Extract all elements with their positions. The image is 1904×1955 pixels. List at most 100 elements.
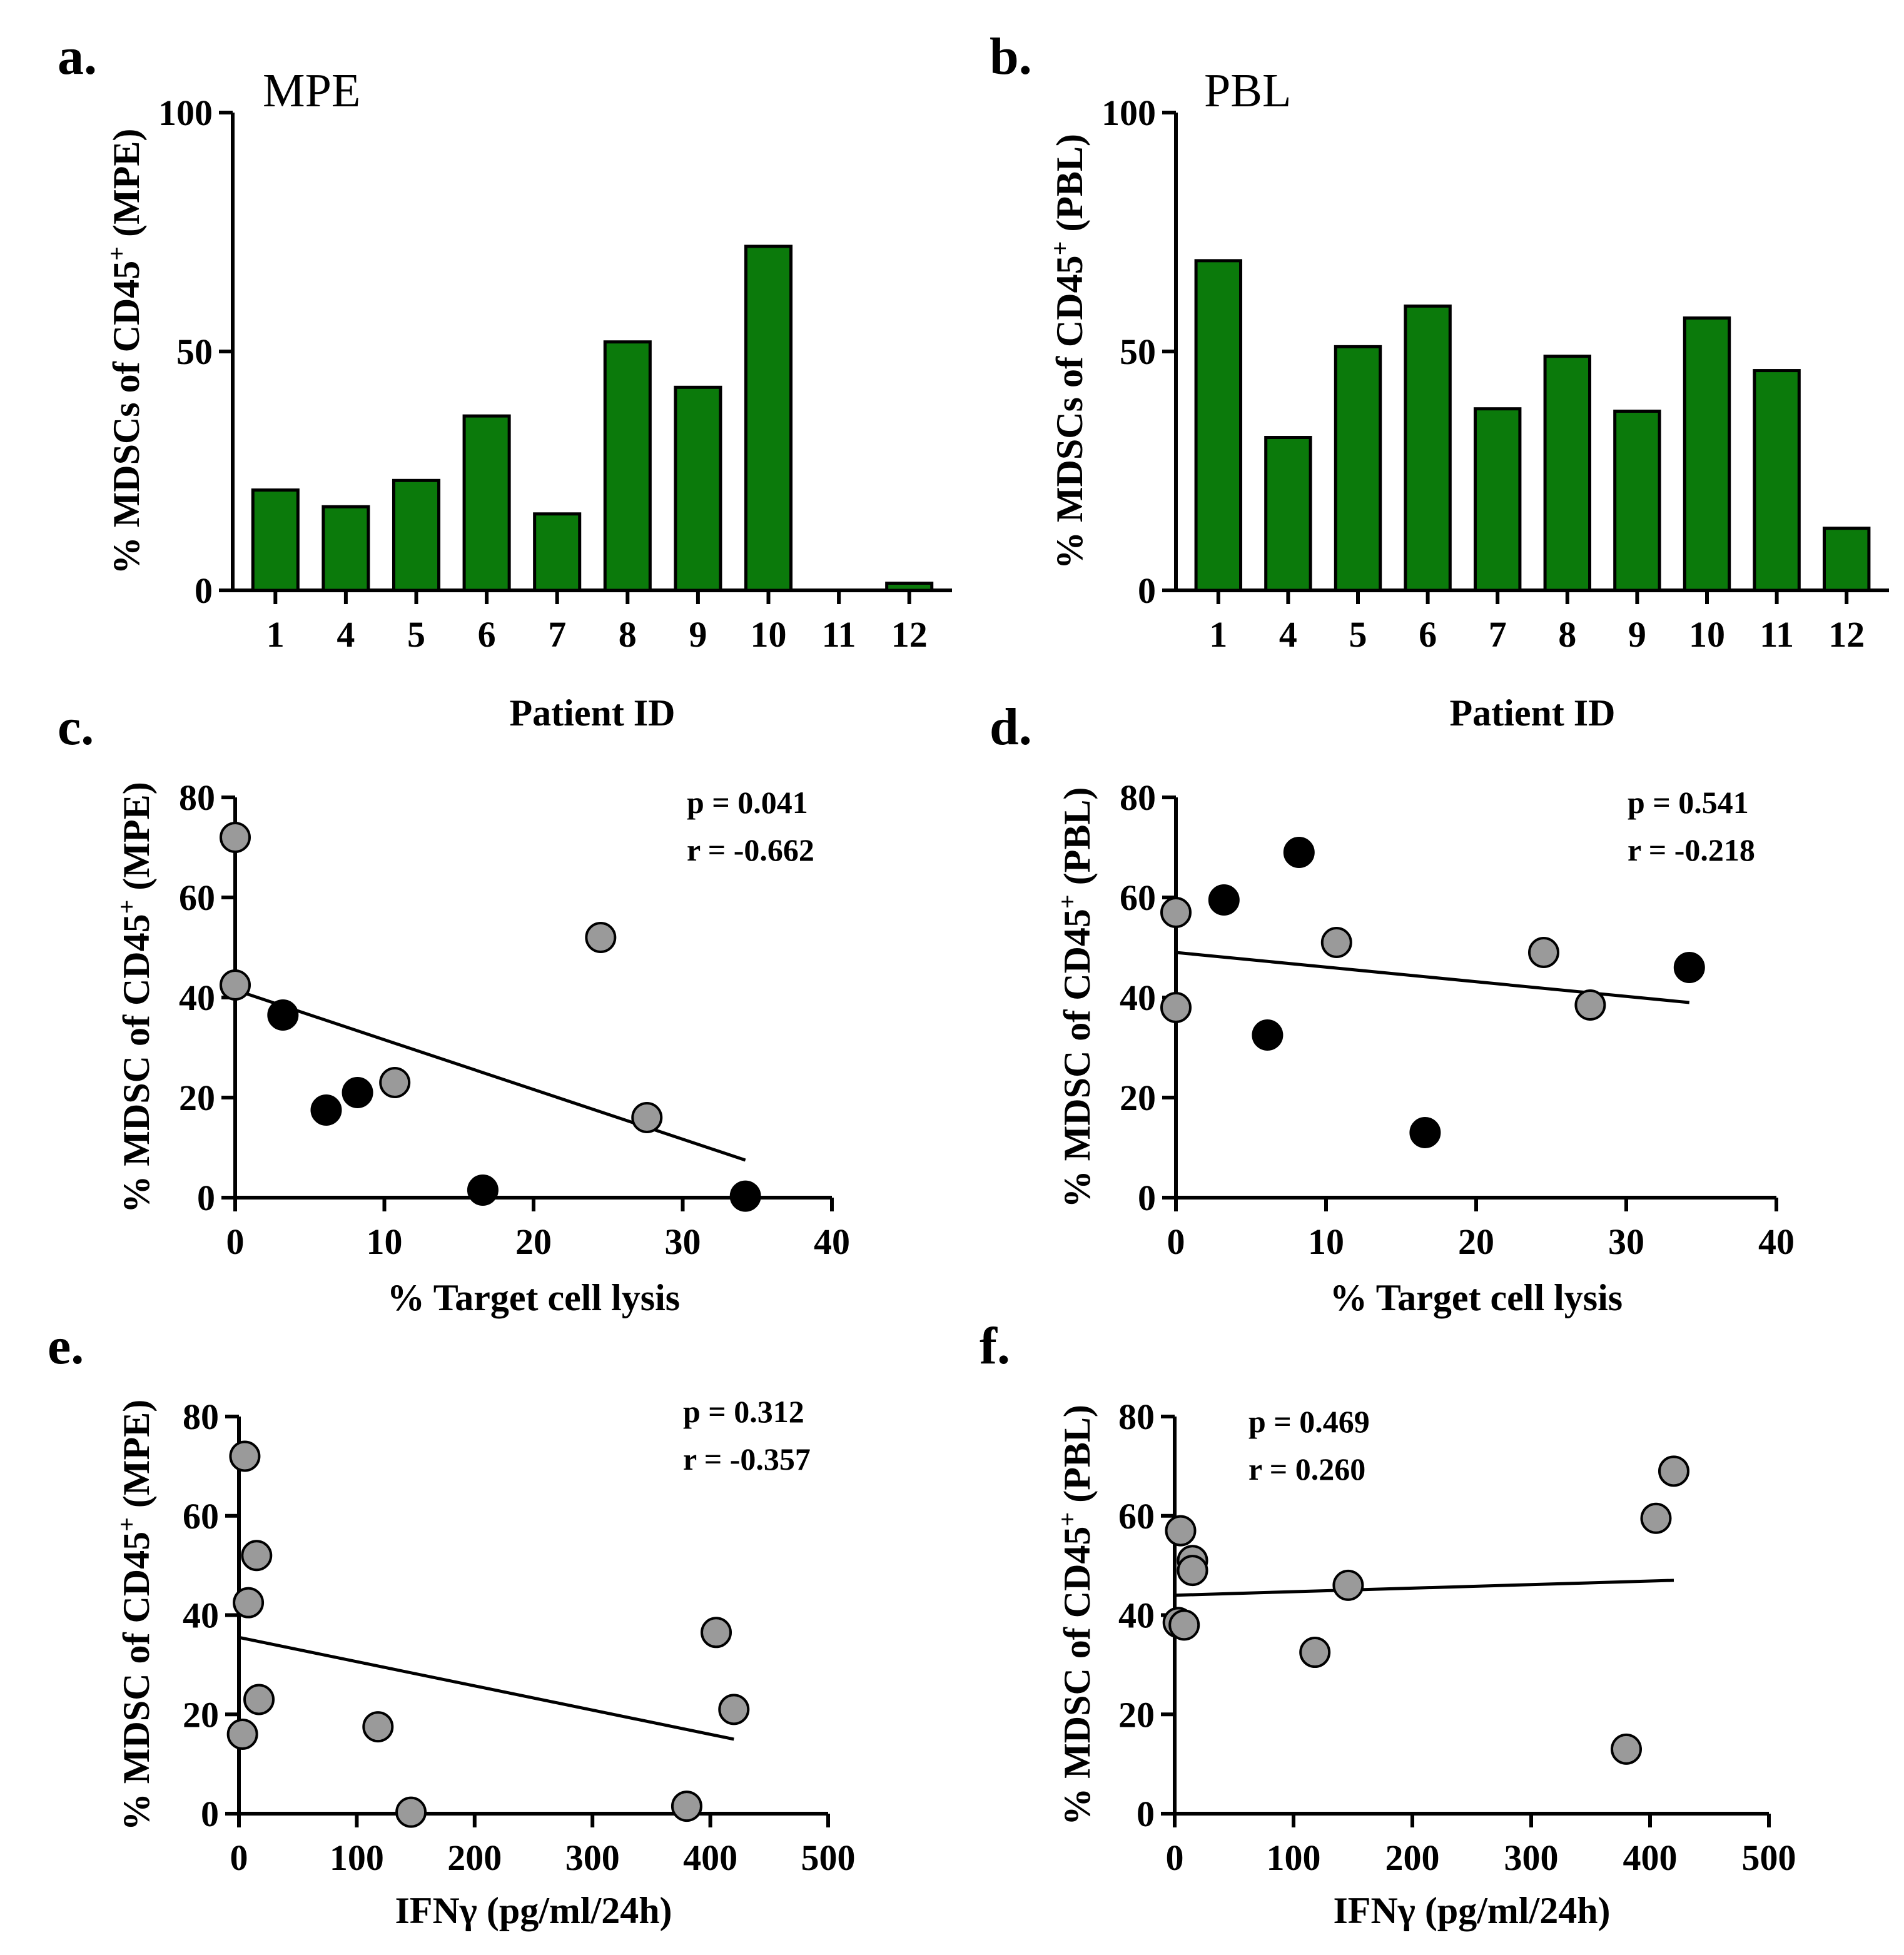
data-point-gray bbox=[220, 822, 251, 853]
bar bbox=[1753, 369, 1801, 592]
x-tick-label: 11 bbox=[822, 614, 856, 655]
data-point-gray bbox=[1574, 989, 1606, 1021]
x-tick-label: 0 bbox=[1167, 1221, 1185, 1262]
panel-letter: c. bbox=[58, 698, 94, 756]
x-tick-label: 10 bbox=[1308, 1221, 1344, 1262]
regression-line bbox=[235, 988, 746, 1162]
data-point-gray bbox=[379, 1067, 411, 1098]
regression-line bbox=[1174, 1579, 1674, 1597]
y-tick-label: 60 bbox=[1120, 877, 1156, 918]
bar bbox=[392, 478, 441, 592]
bar bbox=[462, 414, 511, 592]
y-tick-label: 50 bbox=[176, 331, 213, 372]
x-tick-label: 0 bbox=[230, 1837, 248, 1878]
data-point-gray bbox=[1168, 1609, 1200, 1641]
x-tick-label: 6 bbox=[1419, 614, 1437, 655]
data-point-gray bbox=[1160, 897, 1192, 928]
x-tick-label: 500 bbox=[1742, 1837, 1796, 1878]
bar bbox=[1404, 304, 1452, 592]
data-point-gray bbox=[1528, 937, 1559, 968]
data-point-gray bbox=[1640, 1502, 1672, 1534]
panel-e: e. 0 20 40 60 80 0 100 200 300 400 500 p = 0.312 r = … bbox=[48, 1317, 856, 1931]
y-axis-label: % MDSC of CD45+ (MPE) bbox=[113, 782, 158, 1213]
data-point-gray bbox=[1611, 1733, 1642, 1765]
y-tick-label: 0 bbox=[1138, 1178, 1156, 1218]
regression-line bbox=[1175, 951, 1690, 1004]
data-point-gray bbox=[226, 1719, 258, 1750]
x-tick-label: 4 bbox=[337, 614, 355, 655]
x-tick-label: 400 bbox=[683, 1837, 737, 1878]
x-tick-label: 11 bbox=[1760, 614, 1794, 655]
x-tick-label: 9 bbox=[1628, 614, 1646, 655]
chart-title: PBL bbox=[1204, 64, 1291, 117]
r-value: r = -0.357 bbox=[683, 1442, 811, 1477]
x-tick-label: 30 bbox=[665, 1221, 701, 1262]
data-point-black bbox=[310, 1094, 342, 1126]
y-tick-label: 40 bbox=[1118, 1595, 1155, 1636]
x-tick-label: 0 bbox=[1166, 1837, 1184, 1878]
y-tick-label: 0 bbox=[1137, 1794, 1155, 1834]
bar bbox=[322, 505, 370, 592]
x-tick-label: 5 bbox=[1349, 614, 1367, 655]
x-tick-label: 400 bbox=[1623, 1837, 1678, 1878]
x-tick-label: 7 bbox=[548, 614, 566, 655]
y-axis-label: % MDSC of CD45+ (PBL) bbox=[1053, 787, 1098, 1208]
x-tick-label: 300 bbox=[565, 1837, 620, 1878]
y-tick-label: 20 bbox=[179, 1078, 215, 1118]
y-axis-label: % MDSCs of CD45+ (MPE) bbox=[103, 129, 148, 575]
r-value: r = 0.260 bbox=[1248, 1452, 1365, 1487]
x-tick-label: 12 bbox=[1828, 614, 1865, 655]
y-axis-label: % MDSC of CD45+ (PBL) bbox=[1053, 1405, 1098, 1826]
x-tick-label: 10 bbox=[367, 1221, 403, 1262]
data-point-gray bbox=[1299, 1637, 1331, 1669]
x-tick-label: 20 bbox=[1458, 1221, 1494, 1262]
data-point-black bbox=[729, 1180, 761, 1212]
x-tick-label: 10 bbox=[751, 614, 787, 655]
y-axis-label: % MDSC of CD45+ (MPE) bbox=[113, 1400, 158, 1831]
chart-title: MPE bbox=[263, 64, 360, 117]
panel-b: b. PBL 0 50 100 1 4 5 6 7 8 9 10 11 12 Patient ID % MDSC… bbox=[990, 28, 1889, 734]
data-point-gray bbox=[243, 1684, 275, 1715]
p-value: p = 0.041 bbox=[687, 785, 808, 820]
x-tick-label: 200 bbox=[447, 1837, 502, 1878]
x-tick-label: 5 bbox=[407, 614, 425, 655]
data-point-black bbox=[267, 999, 299, 1031]
x-tick-label: 4 bbox=[1279, 614, 1297, 655]
y-tick-label: 0 bbox=[201, 1794, 219, 1834]
data-point-gray bbox=[1177, 1555, 1208, 1587]
bar bbox=[1334, 345, 1382, 592]
y-tick-label: 80 bbox=[1118, 1397, 1155, 1437]
data-point-black bbox=[1208, 884, 1240, 916]
data-point-black bbox=[1283, 837, 1315, 868]
y-tick-label: 20 bbox=[183, 1694, 219, 1735]
y-tick-label: 60 bbox=[183, 1496, 219, 1537]
data-point-black bbox=[342, 1077, 373, 1108]
y-tick-label: 80 bbox=[179, 777, 215, 818]
y-tick-label: 80 bbox=[1120, 777, 1156, 818]
data-point-gray bbox=[585, 922, 617, 953]
panel-letter: a. bbox=[58, 28, 97, 86]
bar bbox=[1473, 407, 1522, 592]
r-value: r = -0.662 bbox=[687, 832, 814, 867]
y-tick-label: 100 bbox=[158, 93, 213, 133]
data-point-gray bbox=[631, 1102, 663, 1133]
x-axis-label: Patient ID bbox=[510, 692, 676, 734]
x-axis-label: IFNγ (pg/ml/24h) bbox=[395, 1890, 672, 1931]
y-tick-label: 0 bbox=[197, 1178, 215, 1218]
y-tick-label: 0 bbox=[1138, 570, 1156, 611]
bar bbox=[885, 582, 934, 592]
p-value: p = 0.469 bbox=[1248, 1404, 1370, 1439]
bar bbox=[1264, 436, 1312, 592]
data-point-gray bbox=[1658, 1455, 1689, 1487]
panel-letter: f. bbox=[980, 1317, 1010, 1375]
y-tick-label: 100 bbox=[1101, 93, 1156, 133]
x-tick-label: 200 bbox=[1385, 1837, 1440, 1878]
y-tick-label: 20 bbox=[1118, 1694, 1155, 1735]
bar bbox=[1613, 410, 1661, 592]
y-tick-label: 60 bbox=[1118, 1496, 1155, 1537]
data-point-gray bbox=[1332, 1569, 1364, 1601]
data-point-gray bbox=[395, 1796, 427, 1828]
data-point-black bbox=[467, 1175, 499, 1206]
x-axis-label: IFNγ (pg/ml/24h) bbox=[1333, 1890, 1610, 1931]
x-tick-label: 8 bbox=[1558, 614, 1576, 655]
